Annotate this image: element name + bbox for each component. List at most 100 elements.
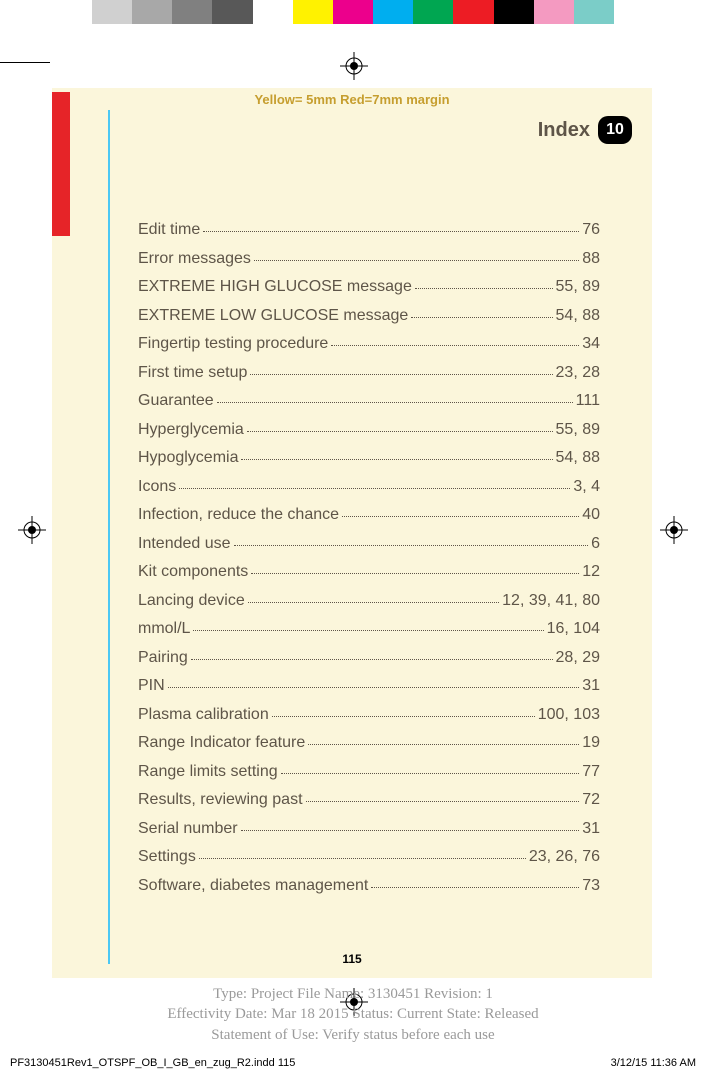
index-entry: Infection, reduce the chance40 [138, 507, 600, 523]
index-term: Hyperglycemia [138, 422, 244, 438]
trim-rule [0, 62, 50, 63]
color-swatch [92, 0, 132, 24]
index-list: Edit time 76 Error messages88 EXTREME HIGH … [138, 222, 600, 906]
index-entry: Icons3, 4 [138, 479, 600, 495]
page-title: Index [538, 119, 590, 142]
leader-dots [415, 288, 553, 289]
color-swatch [494, 0, 534, 24]
color-bar [92, 0, 614, 24]
index-term: Kit components [138, 564, 248, 580]
index-pages: 16, 104 [547, 621, 600, 637]
index-pages: 19 [582, 735, 600, 751]
registration-mark-icon [340, 52, 368, 80]
index-pages: 40 [582, 507, 600, 523]
leader-dots [371, 887, 579, 888]
leader-dots [306, 801, 580, 802]
index-entry: Guarantee 111 [138, 393, 600, 409]
index-term: Results, reviewing past [138, 792, 303, 808]
index-pages: 23, 26, 76 [529, 849, 600, 865]
leader-dots [168, 687, 580, 688]
index-entry: Serial number31 [138, 821, 600, 837]
index-term: Settings [138, 849, 196, 865]
slug-filename: PF3130451Rev1_OTSPF_OB_I_GB_en_zug_R2.in… [10, 1057, 295, 1069]
index-entry: Intended use 6 [138, 536, 600, 552]
red-margin-tab [52, 92, 70, 236]
index-pages: 111 [576, 393, 600, 409]
index-term: Fingertip testing procedure [138, 336, 328, 352]
index-pages: 77 [582, 764, 600, 780]
margin-note: Yellow= 5mm Red=7mm margin [52, 92, 652, 107]
color-swatch [534, 0, 574, 24]
index-term: Pairing [138, 650, 188, 666]
index-entry: Range limits setting 77 [138, 764, 600, 780]
index-pages: 6 [591, 536, 600, 552]
index-pages: 12, 39, 41, 80 [502, 593, 600, 609]
index-term: EXTREME HIGH GLUCOSE message [138, 279, 412, 295]
index-entry: Lancing device 12, 39, 41, 80 [138, 593, 600, 609]
index-pages: 34 [582, 336, 600, 352]
index-entry: EXTREME HIGH GLUCOSE message 55, 89 [138, 279, 600, 295]
index-entry: Error messages88 [138, 251, 600, 267]
index-entry: Software, diabetes management73 [138, 878, 600, 894]
index-entry: First time setup23, 28 [138, 365, 600, 381]
index-pages: 100, 103 [538, 707, 600, 723]
index-term: PIN [138, 678, 165, 694]
leader-dots [247, 431, 553, 432]
color-swatch [293, 0, 333, 24]
index-entry: mmol/L 16, 104 [138, 621, 600, 637]
index-pages: 55, 89 [556, 422, 600, 438]
index-term: Range limits setting [138, 764, 278, 780]
index-entry: Fingertip testing procedure 34 [138, 336, 600, 352]
registration-mark-icon [660, 516, 688, 544]
leader-dots [203, 231, 579, 232]
index-entry: Kit components 12 [138, 564, 600, 580]
registration-mark-icon [18, 516, 46, 544]
index-entry: Hypoglycemia54, 88 [138, 450, 600, 466]
leader-dots [272, 716, 535, 717]
leader-dots [251, 573, 579, 574]
index-term: Edit time [138, 222, 200, 238]
index-entry: Settings 23, 26, 76 [138, 849, 600, 865]
index-term: Plasma calibration [138, 707, 269, 723]
index-pages: 31 [582, 678, 600, 694]
index-pages: 31 [582, 821, 600, 837]
index-term: Guarantee [138, 393, 214, 409]
leader-dots [179, 488, 570, 489]
index-term: Intended use [138, 536, 231, 552]
leader-dots [191, 659, 553, 660]
index-term: EXTREME LOW GLUCOSE message [138, 308, 408, 324]
color-swatch [413, 0, 453, 24]
index-term: mmol/L [138, 621, 190, 637]
index-pages: 76 [582, 222, 600, 238]
index-pages: 72 [582, 792, 600, 808]
leader-dots [217, 402, 573, 403]
index-entry: Range Indicator feature19 [138, 735, 600, 751]
leader-dots [241, 459, 552, 460]
leader-dots [308, 744, 579, 745]
color-swatch [132, 0, 172, 24]
index-entry: Plasma calibration 100, 103 [138, 707, 600, 723]
leader-dots [241, 830, 580, 831]
index-pages: 12 [582, 564, 600, 580]
document-metadata: Type: Project File Name: 3130451 Revisio… [0, 984, 706, 1045]
index-term: Software, diabetes management [138, 878, 368, 894]
index-pages: 54, 88 [556, 308, 600, 324]
leader-dots [342, 516, 579, 517]
leader-dots [281, 773, 580, 774]
index-entry: Edit time 76 [138, 222, 600, 238]
color-swatch [574, 0, 614, 24]
meta-line: Statement of Use: Verify status before e… [0, 1025, 706, 1045]
color-swatch [212, 0, 252, 24]
leader-dots [250, 374, 552, 375]
index-pages: 55, 89 [556, 279, 600, 295]
color-swatch [172, 0, 212, 24]
index-entry: EXTREME LOW GLUCOSE message 54, 88 [138, 308, 600, 324]
index-entry: Results, reviewing past 72 [138, 792, 600, 808]
index-term: Lancing device [138, 593, 245, 609]
index-pages: 88 [582, 251, 600, 267]
index-entry: PIN 31 [138, 678, 600, 694]
index-header: Index 10 [538, 116, 632, 144]
slug-line: PF3130451Rev1_OTSPF_OB_I_GB_en_zug_R2.in… [10, 1057, 696, 1069]
section-badge: 10 [598, 116, 632, 144]
index-term: First time setup [138, 365, 247, 381]
